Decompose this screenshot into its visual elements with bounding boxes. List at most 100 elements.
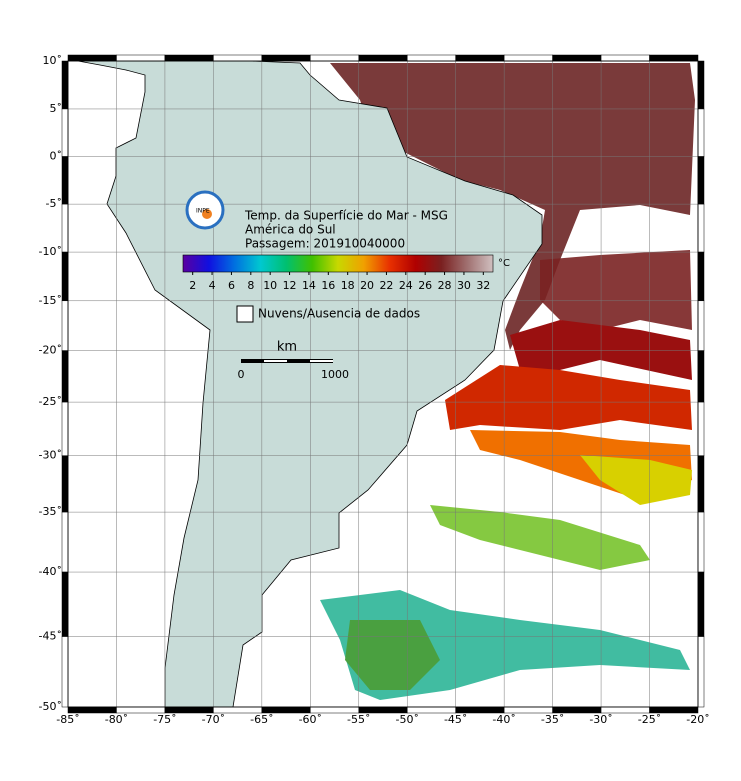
x-tick-label: -85˚ <box>56 713 79 726</box>
sst-patch <box>430 505 650 570</box>
frame-seg <box>61 300 69 351</box>
scalebar-start: 0 <box>238 368 245 381</box>
y-tick-label: -15˚ <box>39 294 62 307</box>
colorbar-tick-label: 2 <box>189 279 196 292</box>
colorbar-tick-label: 12 <box>283 279 297 292</box>
y-tick-label: 10˚ <box>43 54 63 67</box>
frame-seg <box>61 636 69 708</box>
frame-seg <box>261 54 311 62</box>
frame-seg <box>310 54 360 62</box>
y-tick-label: -10˚ <box>39 245 62 258</box>
x-tick-label: -70˚ <box>202 713 225 726</box>
frame-border <box>67 60 699 708</box>
y-tick-label: -20˚ <box>39 344 62 357</box>
sst-patch <box>540 250 692 330</box>
frame-seg <box>697 350 705 403</box>
region: América do Sul <box>245 223 336 237</box>
pass: Passagem: 201910040000 <box>245 237 405 251</box>
legend-label: Nuvens/Ausencia de dados <box>258 307 420 321</box>
scalebar <box>241 359 333 363</box>
frame-seg <box>697 455 705 513</box>
sst-patch <box>345 620 440 690</box>
title: Temp. da Superfície do Mar - MSG <box>244 209 448 223</box>
frame-seg <box>697 511 705 573</box>
x-tick-label: -60˚ <box>299 713 322 726</box>
x-tick-label: -55˚ <box>347 713 370 726</box>
colorbar-tick-label: 14 <box>302 279 316 292</box>
frame-seg <box>600 54 650 62</box>
x-tick-label: -30˚ <box>589 713 612 726</box>
logo-dot <box>202 209 212 219</box>
logo-text: INPE <box>196 208 210 215</box>
frame-seg <box>697 203 705 253</box>
x-tick-label: -20˚ <box>686 713 709 726</box>
x-tick-label: -45˚ <box>444 713 467 726</box>
y-tick-label: -45˚ <box>39 630 62 643</box>
colorbar-tick-label: 22 <box>379 279 393 292</box>
frame-seg <box>697 401 705 456</box>
y-tick-label: -50˚ <box>39 700 62 713</box>
frame-seg <box>552 54 602 62</box>
frame-seg <box>61 108 69 157</box>
frame-seg <box>116 54 166 62</box>
colorbar-tick-label: 30 <box>457 279 471 292</box>
frame-seg <box>697 300 705 351</box>
colorbar: 2 4 6 8 10 12 14 16 18 20 22 24 26 28 30 32 <box>182 254 494 292</box>
colorbar-tick-label: 16 <box>321 279 335 292</box>
frame-seg <box>61 203 69 253</box>
frame-seg <box>503 54 553 62</box>
frame <box>61 54 705 714</box>
frame-seg <box>164 54 214 62</box>
frame-seg <box>358 54 408 62</box>
y-tick-label: -40˚ <box>39 565 62 578</box>
x-tick-label: -50˚ <box>395 713 418 726</box>
frame-seg <box>406 54 456 62</box>
frame-seg <box>67 54 117 62</box>
frame-seg <box>61 401 69 456</box>
frame-seg <box>61 156 69 205</box>
frame-seg <box>697 636 705 708</box>
sst-patch <box>445 365 692 430</box>
scalebar-end: 1000 <box>321 368 349 381</box>
x-tick-label: -80˚ <box>105 713 128 726</box>
y-tick-label: 0˚ <box>50 150 63 163</box>
sst-patch <box>580 455 692 505</box>
frame-seg <box>61 571 69 637</box>
frame-seg <box>61 511 69 573</box>
frame-seg <box>455 54 505 62</box>
frame-seg <box>697 108 705 157</box>
colorbar-tick-label: 24 <box>399 279 413 292</box>
colorbar-tick-label: 32 <box>476 279 490 292</box>
frame-seg <box>61 350 69 403</box>
scalebar-seg <box>310 360 333 362</box>
colorbar-tick-label: 18 <box>341 279 355 292</box>
colorbar-tick-label: 6 <box>228 279 235 292</box>
x-tick-label: -65˚ <box>250 713 273 726</box>
colorbar-ramp <box>182 254 494 273</box>
sst-patch <box>330 63 695 350</box>
colorbar-tick-label: 28 <box>438 279 452 292</box>
x-tick-label: -75˚ <box>153 713 176 726</box>
frame-seg <box>61 455 69 513</box>
y-tick-label: -30˚ <box>39 449 62 462</box>
legend-swatch <box>236 305 254 323</box>
frame-seg <box>697 60 705 110</box>
frame-seg <box>697 571 705 637</box>
frame-seg <box>61 251 69 302</box>
colorbar-tick-label: 4 <box>209 279 216 292</box>
colorbar-tick-label: 26 <box>418 279 432 292</box>
frame-seg <box>649 54 699 62</box>
frame-seg <box>697 251 705 302</box>
frame-seg <box>697 156 705 205</box>
colorbar-tick-label: 20 <box>360 279 374 292</box>
y-tick-label: 5˚ <box>50 102 63 115</box>
frame-seg <box>61 60 69 110</box>
scalebar-unit: km <box>277 340 297 355</box>
x-tick-label: -25˚ <box>638 713 661 726</box>
x-tick-label: -40˚ <box>492 713 515 726</box>
y-tick-label: -35˚ <box>39 505 62 518</box>
y-tick-label: -5˚ <box>46 197 62 210</box>
logo: INPE <box>185 190 225 230</box>
colorbar-unit: °C <box>498 258 510 269</box>
